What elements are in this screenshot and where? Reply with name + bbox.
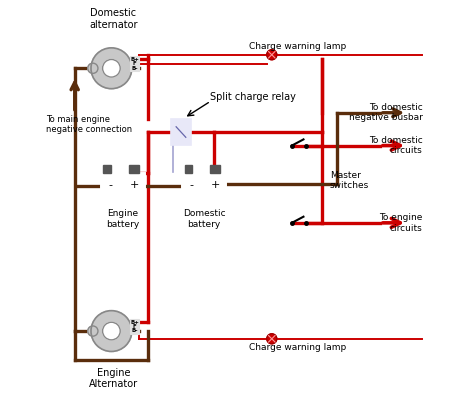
Text: To domestic
circuits: To domestic circuits [369, 136, 422, 155]
Circle shape [267, 50, 277, 60]
Text: To main engine
negative connection: To main engine negative connection [46, 115, 132, 134]
Text: +: + [210, 180, 220, 191]
Text: Engine
Alternator: Engine Alternator [89, 368, 138, 389]
Circle shape [102, 322, 120, 340]
Text: F: F [133, 324, 137, 329]
Text: B-: B- [131, 328, 138, 333]
Text: +: + [129, 180, 139, 191]
Bar [184, 165, 191, 173]
Text: B+: B+ [130, 57, 139, 62]
Text: Split charge relay: Split charge relay [210, 92, 296, 102]
Circle shape [91, 311, 132, 351]
Text: B-: B- [131, 66, 138, 71]
Text: To domestic
negative busbar: To domestic negative busbar [348, 103, 422, 122]
Circle shape [102, 60, 120, 77]
Circle shape [88, 326, 98, 336]
Bar [171, 119, 191, 145]
Bar [210, 165, 220, 173]
Text: Master
switches: Master switches [330, 171, 369, 190]
Text: Domestic
alternator: Domestic alternator [89, 8, 137, 30]
Circle shape [267, 334, 277, 344]
Text: F: F [133, 61, 137, 66]
Bar [130, 56, 139, 71]
Bar [182, 173, 227, 200]
Text: Domestic
battery: Domestic battery [183, 209, 226, 229]
Text: -: - [190, 180, 194, 191]
Circle shape [88, 63, 98, 73]
Text: To engine
circuits: To engine circuits [379, 213, 422, 233]
Bar [130, 319, 139, 334]
Text: Engine
battery: Engine battery [106, 209, 140, 229]
Bar [129, 165, 139, 173]
Text: Charge warning lamp: Charge warning lamp [248, 42, 346, 51]
Bar [103, 165, 110, 173]
Text: -: - [109, 180, 112, 191]
Bar [101, 173, 145, 200]
Circle shape [91, 48, 132, 89]
Text: Charge warning lamp: Charge warning lamp [248, 343, 346, 352]
Text: B+: B+ [130, 320, 139, 324]
